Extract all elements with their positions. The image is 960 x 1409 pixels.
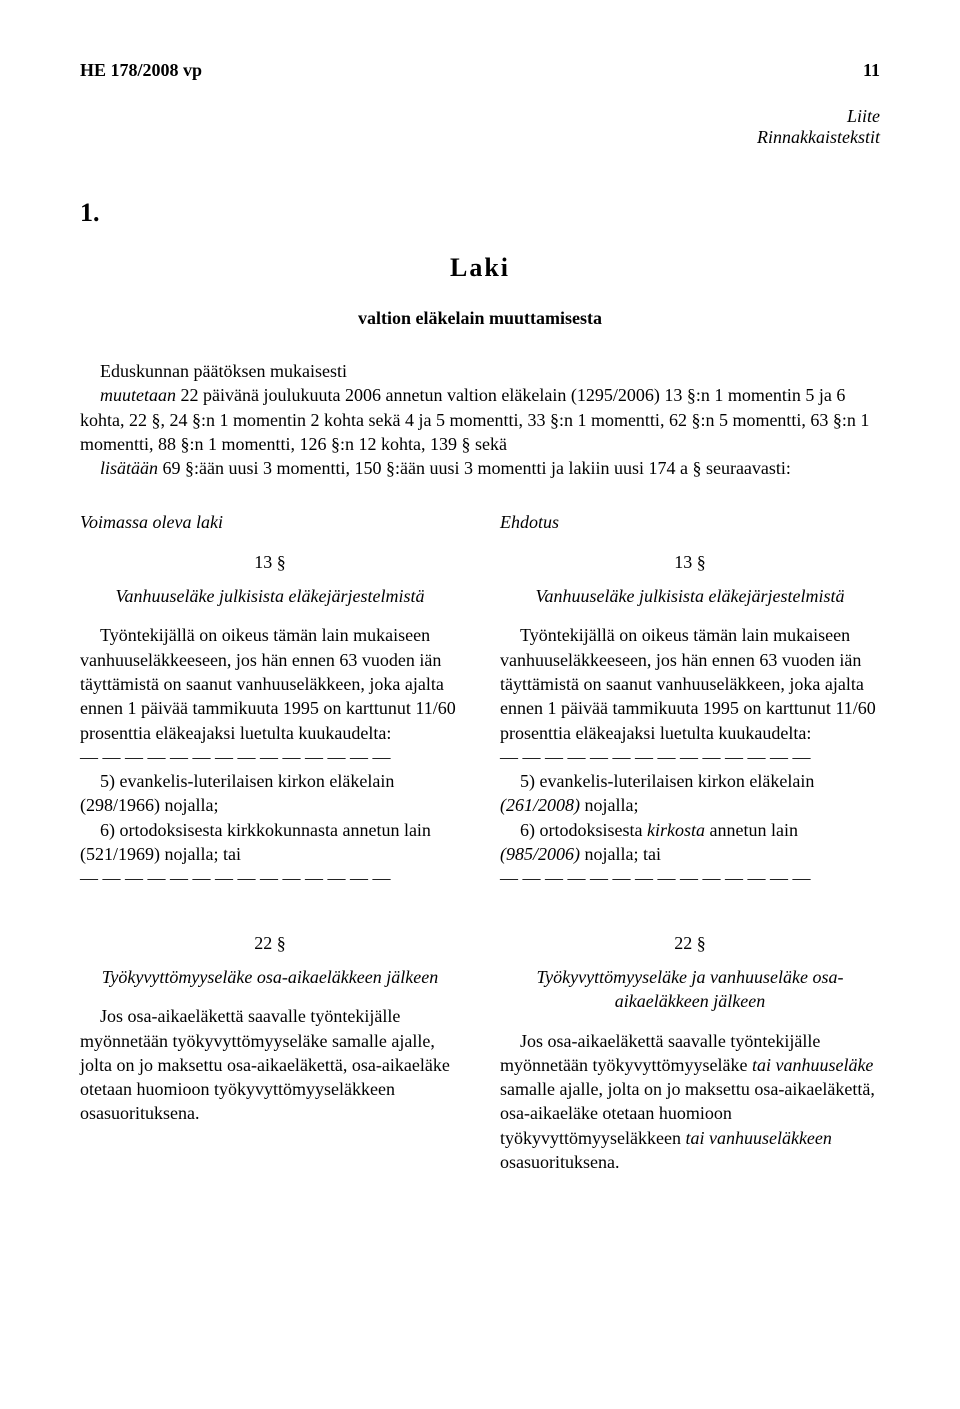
- right-s22-p1-em1: tai vanhuuseläke: [752, 1055, 873, 1075]
- appendix-line-1: Liite: [80, 106, 880, 127]
- law-title: Laki: [80, 253, 880, 283]
- right-s13-dashes-a: — — — — — — — — — — — — — —: [500, 745, 880, 769]
- page-header: HE 178/2008 vp 11: [80, 60, 880, 81]
- right-s13-item6-b: annetun lain: [705, 820, 798, 840]
- law-subtitle: valtion eläkelain muuttamisesta: [80, 308, 880, 329]
- right-s13-item6: 6) ortodoksisesta kirkosta annetun lain …: [500, 818, 880, 867]
- intro-line-3-text: 69 §:ään uusi 3 momentti, 150 §:ään uusi…: [158, 458, 791, 478]
- right-s13-item6-em1: kirkosta: [647, 820, 705, 840]
- right-s13-para: Työntekijällä on oikeus tämän lain mukai…: [500, 623, 880, 744]
- intro-line-1: Eduskunnan päätöksen mukaisesti: [80, 359, 880, 383]
- left-s13-dashes-a: — — — — — — — — — — — — — —: [80, 745, 460, 769]
- left-s13-dashes-b: — — — — — — — — — — — — — —: [80, 866, 460, 890]
- right-s13-item5-em: (261/2008): [500, 795, 580, 815]
- left-s22-heading: Työkyvyttömyyseläke osa-aikaeläkkeen jäl…: [80, 965, 460, 989]
- left-s13-number: 13 §: [80, 550, 460, 574]
- right-s22-p1-c: osasuorituksena.: [500, 1152, 619, 1172]
- right-s22-number: 22 §: [500, 931, 880, 955]
- parallel-text-columns: Voimassa oleva laki 13 § Vanhuuseläke ju…: [80, 510, 880, 1174]
- right-s22-heading-em: ja vanhuuseläke: [692, 967, 808, 987]
- right-s13-dashes-b: — — — — — — — — — — — — — —: [500, 866, 880, 890]
- page-number: 11: [863, 60, 880, 81]
- right-s22-heading-a: Työkyvyttömyyseläke: [536, 967, 691, 987]
- right-s22-heading: Työkyvyttömyyseläke ja vanhuuseläke osa-…: [500, 965, 880, 1014]
- left-s13-para: Työntekijällä on oikeus tämän lain mukai…: [80, 623, 460, 744]
- appendix-label: Liite Rinnakkaistekstit: [80, 106, 880, 148]
- left-gap: [80, 891, 460, 931]
- left-column-title: Voimassa oleva laki: [80, 510, 460, 534]
- right-s13-item6-em2: (985/2006): [500, 844, 580, 864]
- doc-reference: HE 178/2008 vp: [80, 60, 202, 81]
- document-page: HE 178/2008 vp 11 Liite Rinnakkaisteksti…: [0, 0, 960, 1234]
- right-s13-item5: 5) evankelis-luterilaisen kirkon eläkela…: [500, 769, 880, 818]
- left-column: Voimassa oleva laki 13 § Vanhuuseläke ju…: [80, 510, 460, 1174]
- intro-lisataan: lisätään: [100, 458, 158, 478]
- left-s22-number: 22 §: [80, 931, 460, 955]
- left-s13-heading: Vanhuuseläke julkisista eläkejärjestelmi…: [80, 584, 460, 608]
- left-s22-para: Jos osa-aikaeläkettä saavalle työntekijä…: [80, 1004, 460, 1125]
- right-s13-number: 13 §: [500, 550, 880, 574]
- right-s13-item5-a: 5) evankelis-luterilaisen kirkon eläkela…: [520, 771, 814, 791]
- intro-muutetaan: muutetaan: [100, 385, 176, 405]
- right-s13-item6-a: 6) ortodoksisesta: [520, 820, 647, 840]
- intro-paragraph: Eduskunnan päätöksen mukaisesti muutetaa…: [80, 359, 880, 480]
- intro-line-2-text: 22 päivänä joulukuuta 2006 annetun valti…: [80, 385, 869, 454]
- right-s13-item5-b: nojalla;: [580, 795, 638, 815]
- right-gap: [500, 891, 880, 931]
- right-column: Ehdotus 13 § Vanhuuseläke julkisista elä…: [500, 510, 880, 1174]
- right-s22-p1-em2: tai vanhuuseläkkeen: [685, 1128, 831, 1148]
- right-column-title: Ehdotus: [500, 510, 880, 534]
- right-s13-heading: Vanhuuseläke julkisista eläkejärjestelmi…: [500, 584, 880, 608]
- left-s13-item5: 5) evankelis-luterilaisen kirkon eläkela…: [80, 769, 460, 818]
- section-number-heading: 1.: [80, 198, 880, 228]
- intro-line-2: muutetaan 22 päivänä joulukuuta 2006 ann…: [80, 383, 880, 456]
- right-s22-para: Jos osa-aikaeläkettä saavalle työntekijä…: [500, 1029, 880, 1175]
- appendix-line-2: Rinnakkaistekstit: [80, 127, 880, 148]
- intro-line-3: lisätään 69 §:ään uusi 3 momentti, 150 §…: [80, 456, 880, 480]
- right-s13-item6-c: nojalla; tai: [580, 844, 661, 864]
- left-s13-item6: 6) ortodoksisesta kirkkokunnasta annetun…: [80, 818, 460, 867]
